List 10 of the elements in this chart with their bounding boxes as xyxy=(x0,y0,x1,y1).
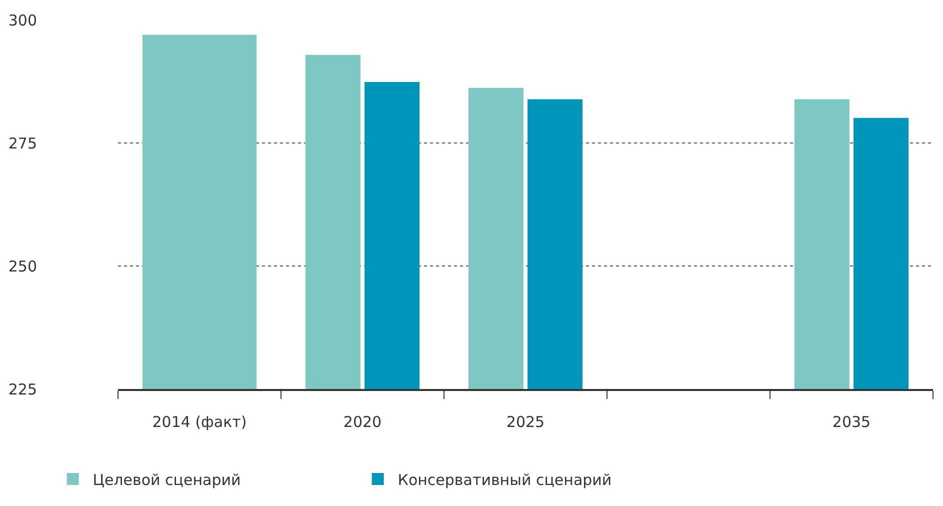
y-tick-label: 250 xyxy=(8,257,37,276)
x-tick-label: 2035 xyxy=(832,412,871,431)
legend-label: Консервативный сценарий xyxy=(398,470,612,489)
x-tick-label: 2025 xyxy=(506,412,545,431)
y-tick-label: 300 xyxy=(8,11,37,30)
y-tick-label: 225 xyxy=(8,380,37,398)
x-tick-label: 2020 xyxy=(343,412,382,431)
legend-label: Целевой сценарий xyxy=(92,470,241,489)
x-tick-label: 2014 (факт) xyxy=(152,412,247,431)
y-tick-label: 275 xyxy=(8,134,37,152)
